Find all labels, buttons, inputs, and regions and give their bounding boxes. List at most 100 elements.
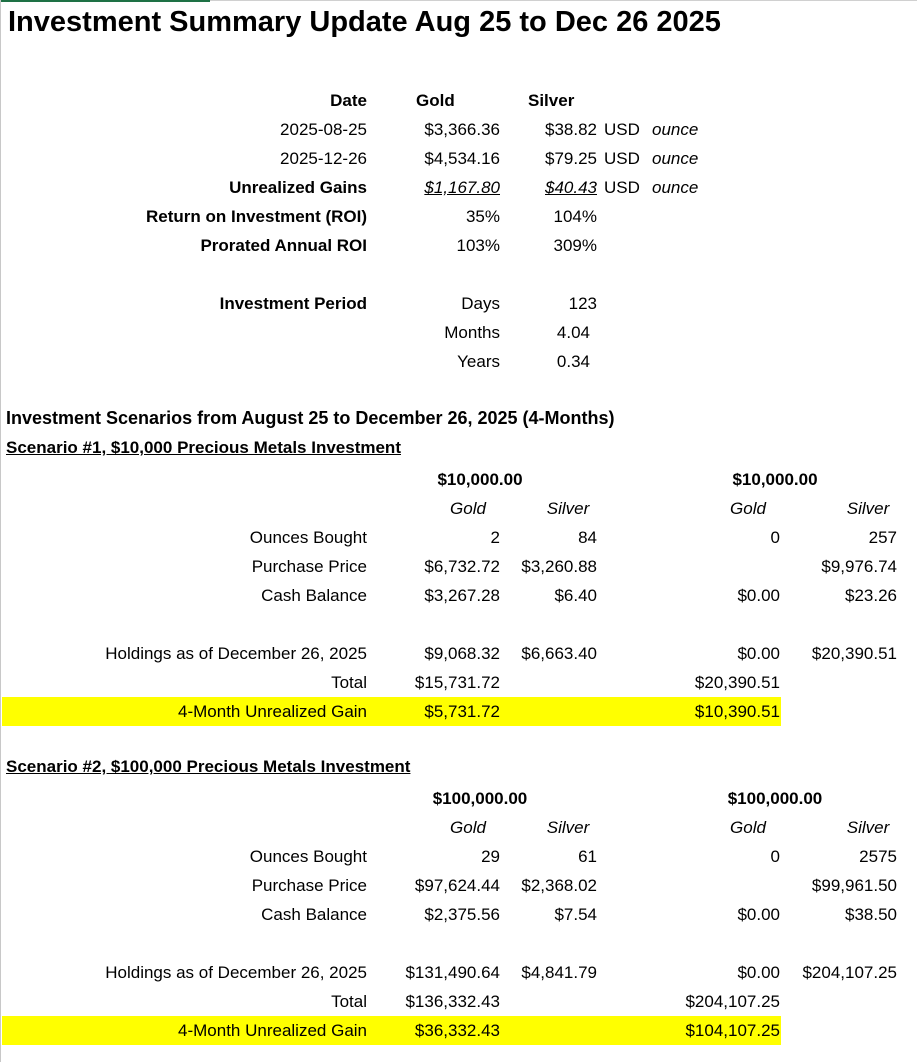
scenarios-title: Investment Scenarios from August 25 to D… [6, 408, 615, 428]
total-row: Total $15,731.72 $20,390.51 [0, 668, 917, 697]
selected-tab-indicator [0, 0, 210, 2]
per-unit: ounce [652, 120, 699, 139]
row-label: Cash Balance [261, 905, 367, 924]
silver-value: $79.25 [545, 149, 597, 168]
gold-header: Gold [730, 818, 766, 837]
gain-b: $10,390.51 [694, 702, 780, 721]
gold-header: Gold [450, 818, 486, 837]
page-title: Investment Summary Update Aug 25 to Dec … [8, 6, 721, 38]
row-label: 2025-12-26 [280, 149, 367, 168]
gold-value: $97,624.44 [414, 876, 500, 895]
row-label: Ounces Bought [249, 528, 367, 547]
silver-value: $20,390.51 [811, 644, 897, 663]
highlight [2, 697, 781, 726]
gain-row: 4-Month Unrealized Gain $36,332.43 $104,10… [0, 1016, 917, 1045]
table-row: Holdings as of December 26, 2025 $9,068.3… [0, 639, 917, 668]
scenario-title: Scenario #1, $10,000 Precious Metals Inv… [6, 438, 401, 457]
annual-roi-row: Prorated Annual ROI 103% 309% [0, 231, 917, 260]
silver-value: $40.43 [545, 178, 597, 197]
gold-value: 2 [490, 528, 500, 547]
total-a: $15,731.72 [414, 673, 500, 692]
silver-value: 104% [553, 207, 597, 226]
silver-value: $38.82 [545, 120, 597, 139]
gains-row: Unrealized Gains $1,167.80 $40.43 USD ou… [0, 173, 917, 202]
table-row: Holdings as of December 26, 2025 $131,490… [0, 958, 917, 987]
silver-header: Silver [546, 818, 590, 837]
gold-value: $0.00 [737, 644, 780, 663]
period-value: 4.04 [556, 323, 590, 342]
unit: USD [604, 149, 640, 168]
total-a: $136,332.43 [405, 992, 500, 1011]
row-label: Return on Investment (ROI) [145, 207, 367, 226]
silver-value: $23.26 [845, 586, 897, 605]
silver-header: Silver [528, 91, 575, 110]
silver-value: 309% [553, 236, 597, 255]
row-label: Ounces Bought [249, 847, 367, 866]
silver-value: $38.50 [845, 905, 897, 924]
row-label: Cash Balance [261, 586, 367, 605]
silver-value: $2,368.02 [521, 876, 597, 895]
period-unit: Days [461, 294, 500, 313]
row-label: Holdings as of December 26, 2025 [105, 644, 367, 663]
date-header: Date [330, 91, 367, 110]
amount-row: $100,000.00 $100,000.00 [0, 784, 917, 813]
table-row: Purchase Price $6,732.72 $3,260.88 $9,976.7… [0, 552, 917, 581]
table-row: Cash Balance $2,375.56 $7.54 $0.00 $38.50 [0, 900, 917, 929]
period-row: Investment Period Days 123 [0, 289, 917, 318]
gold-value: 0 [770, 528, 780, 547]
total-label: Total [331, 992, 367, 1011]
highlight [2, 1016, 781, 1045]
silver-value: $99,961.50 [811, 876, 897, 895]
row-label: Purchase Price [251, 876, 367, 895]
investment-amount-b: $100,000.00 [727, 789, 823, 808]
silver-header: Silver [846, 818, 890, 837]
row-label: 2025-08-25 [280, 120, 367, 139]
gold-value: $3,267.28 [424, 586, 500, 605]
gain-a: $36,332.43 [414, 1021, 500, 1040]
silver-value: $7.54 [554, 905, 597, 924]
gold-value: $0.00 [737, 586, 780, 605]
gold-value: $9,068.32 [424, 644, 500, 663]
gold-value: $6,732.72 [424, 557, 500, 576]
silver-value: 84 [578, 528, 597, 547]
gold-value: $4,534.16 [424, 149, 500, 168]
metal-header-row: Gold Silver Gold Silver [0, 494, 917, 523]
period-row: Years 0.34 [0, 347, 917, 376]
gold-value: $1,167.80 [424, 178, 500, 197]
total-row: Total $136,332.43 $204,107.25 [0, 987, 917, 1016]
total-b: $204,107.25 [685, 992, 780, 1011]
row-label: Holdings as of December 26, 2025 [105, 963, 367, 982]
metal-header-row: Gold Silver Gold Silver [0, 813, 917, 842]
gold-value: $2,375.56 [424, 905, 500, 924]
price-row: 2025-12-26 $4,534.16 $79.25 USD ounce [0, 144, 917, 173]
amount-row: $10,000.00 $10,000.00 [0, 465, 917, 494]
table-row: Ounces Bought 2 84 0 257 [0, 523, 917, 552]
unit: USD [604, 120, 640, 139]
gridline [0, 0, 1, 1062]
gold-value: $131,490.64 [405, 963, 500, 982]
period-row: Months 4.04 [0, 318, 917, 347]
divider [210, 0, 917, 1]
gold-value: $0.00 [737, 905, 780, 924]
unit: USD [604, 178, 640, 197]
table-row: Purchase Price $97,624.44 $2,368.02 $99,961… [0, 871, 917, 900]
roi-row: Return on Investment (ROI) 35% 104% [0, 202, 917, 231]
gold-value: 35% [465, 207, 500, 226]
investment-amount-b: $10,000.00 [732, 470, 818, 489]
per-unit: ounce [652, 178, 699, 197]
silver-header: Silver [546, 499, 590, 518]
period-value: 123 [568, 294, 597, 313]
row-label: Unrealized Gains [229, 178, 367, 197]
period-unit: Months [444, 323, 500, 342]
investment-amount-a: $10,000.00 [437, 470, 523, 489]
gold-header: Gold [730, 499, 766, 518]
table-row: Ounces Bought 29 61 0 2575 [0, 842, 917, 871]
gold-value: $0.00 [737, 963, 780, 982]
scenario-title: Scenario #2, $100,000 Precious Metals In… [6, 757, 411, 776]
silver-value: 61 [578, 847, 597, 866]
period-unit: Years [457, 352, 500, 371]
gain-label: 4-Month Unrealized Gain [178, 1021, 367, 1040]
silver-value: $6.40 [554, 586, 597, 605]
silver-value: $204,107.25 [802, 963, 897, 982]
